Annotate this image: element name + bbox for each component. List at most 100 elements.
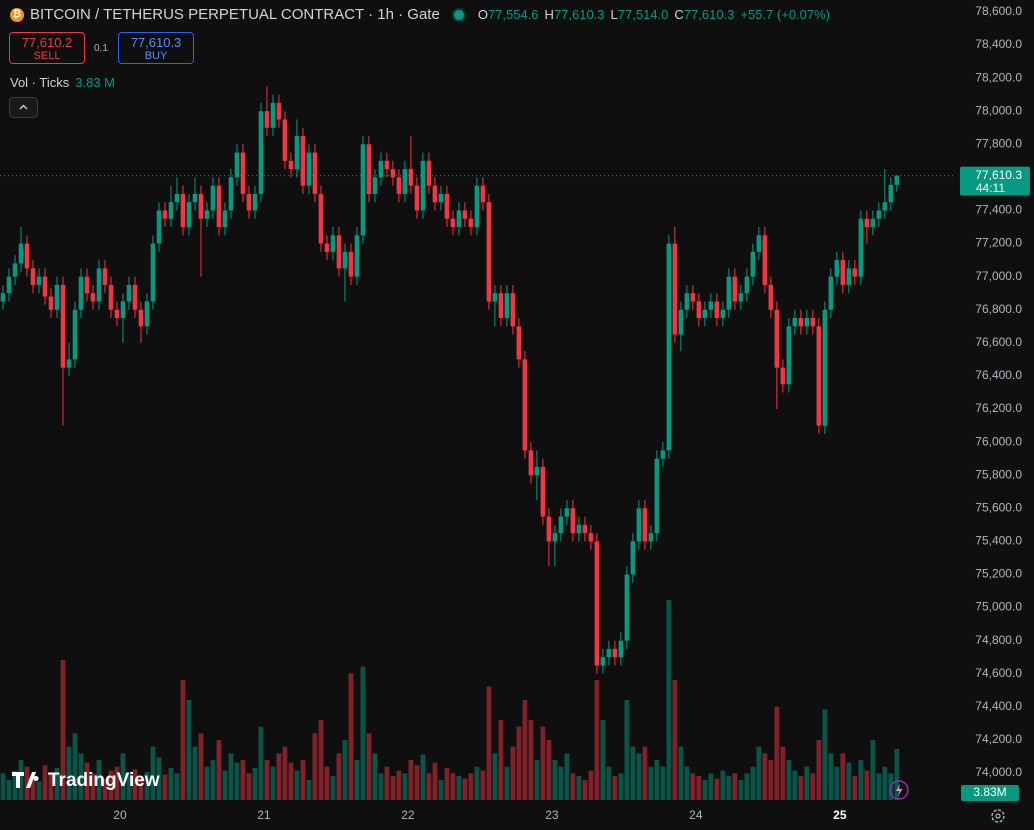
volume-bar [72, 733, 78, 800]
volume-bar [168, 768, 174, 800]
candle-body [192, 193, 198, 203]
volume-bar [156, 757, 162, 800]
volume-legend-value: 3.83 M [75, 75, 115, 90]
volume-label: 3.83M [973, 785, 1006, 799]
candle-body [888, 184, 894, 203]
volume-bar [438, 780, 444, 800]
candle-body [156, 210, 162, 244]
buy-button[interactable]: 77,610.3 BUY [118, 32, 194, 64]
volume-bar [756, 746, 762, 800]
candle-body [858, 218, 864, 277]
candle-body [540, 466, 546, 517]
x-tick-label: 21 [257, 808, 271, 822]
candle-body [606, 648, 612, 658]
volume-bar [60, 660, 66, 800]
volume-bar [816, 740, 822, 800]
candle-body [792, 318, 798, 327]
y-tick-label: 78,000.0 [975, 103, 1022, 117]
y-tick-label: 77,200.0 [975, 236, 1022, 250]
candle-body [276, 102, 282, 120]
volume-bar [510, 746, 516, 800]
candle-body [834, 260, 840, 277]
volume-bar [42, 765, 48, 800]
candle-body [588, 533, 594, 542]
volume-bar [690, 773, 696, 800]
volume-bar [858, 760, 864, 800]
volume-bar [642, 746, 648, 800]
quick-trade-icon[interactable] [889, 780, 909, 800]
collapse-button[interactable] [9, 97, 38, 118]
candle-body [348, 251, 354, 277]
volume-bar [474, 766, 480, 800]
candle-body [162, 210, 168, 219]
candle-body [864, 218, 870, 228]
candle-body [180, 193, 186, 228]
candle-body [576, 524, 582, 534]
volume-bar [384, 766, 390, 800]
volume-bar [792, 770, 798, 800]
settings-icon[interactable] [991, 809, 1005, 823]
y-tick-label: 76,400.0 [975, 368, 1022, 382]
volume-bar [720, 770, 726, 800]
volume-bar [0, 773, 6, 800]
candle-body [534, 466, 540, 476]
candle-body [672, 243, 678, 335]
candle-body [12, 263, 18, 277]
candle-body [450, 218, 456, 228]
candle-body [48, 296, 54, 310]
candle-body [786, 326, 792, 385]
candle-body [780, 367, 786, 385]
candle-body [216, 185, 222, 228]
volume-bar [528, 720, 534, 800]
sell-button[interactable]: 77,610.2 SELL [9, 32, 85, 64]
volume-bar [222, 770, 228, 800]
volume-bar [582, 780, 588, 800]
y-tick-label: 78,200.0 [975, 70, 1022, 84]
volume-bar [48, 773, 54, 800]
candle-body [366, 144, 372, 194]
volume-bar [252, 768, 258, 800]
volume-bar [414, 765, 420, 800]
candle-body [6, 276, 12, 294]
candle-body [426, 160, 432, 186]
y-tick-label: 78,400.0 [975, 37, 1022, 51]
settings-hub [995, 813, 1001, 819]
candle-body [168, 202, 174, 219]
volume-bar [732, 773, 738, 800]
y-tick-label: 74,400.0 [975, 699, 1022, 713]
candle-body [714, 301, 720, 319]
candle-body [876, 210, 882, 219]
volume-bar [552, 760, 558, 800]
volume-bar [6, 780, 12, 800]
volume-bar [324, 766, 330, 800]
x-tick-label: 24 [689, 808, 703, 822]
volume-bar [564, 753, 570, 800]
volume-bar [600, 720, 606, 800]
volume-bar [882, 766, 888, 800]
volume-bar [648, 766, 654, 800]
volume-bar [840, 753, 846, 800]
y-tick-label: 74,000.0 [975, 765, 1022, 779]
volume-bar [852, 776, 858, 800]
ohlc-key: O [477, 7, 488, 22]
buy-label: BUY [144, 50, 168, 62]
collapse-icon [19, 104, 28, 110]
candle-body [462, 210, 468, 219]
candle-body [72, 309, 78, 360]
ohlc-key: L [610, 7, 618, 22]
volume-bar [714, 778, 720, 800]
candle-body [816, 326, 822, 426]
volume-bar [546, 740, 552, 800]
volume-bar [846, 762, 852, 800]
candle-body [222, 210, 228, 228]
candle-body [684, 293, 690, 310]
volume-bar [534, 760, 540, 800]
volume-bar [90, 773, 96, 800]
volume-bar [96, 760, 102, 800]
candle-body [318, 193, 324, 244]
last-price-box [960, 166, 1030, 196]
volume-bar [36, 781, 42, 800]
volume-bar [576, 776, 582, 800]
quick-trade-bolt [896, 784, 903, 796]
